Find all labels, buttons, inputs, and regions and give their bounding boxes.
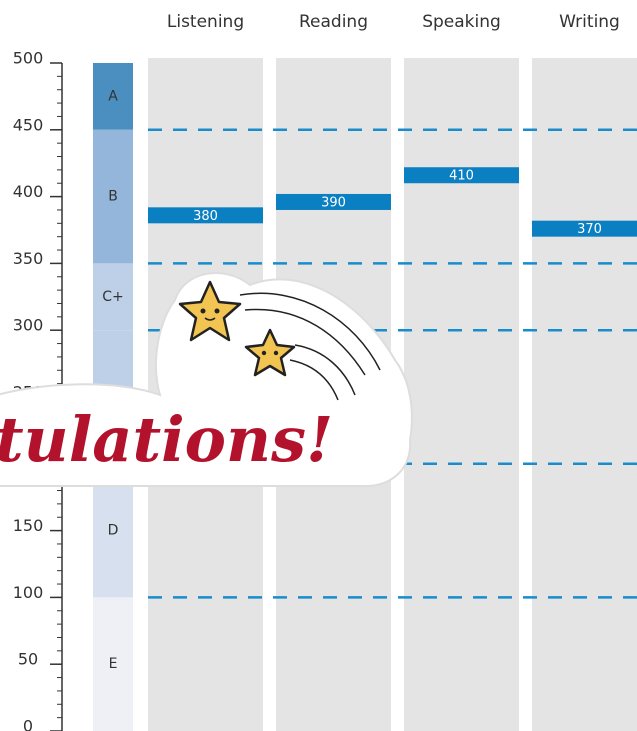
trail: [289, 359, 339, 401]
star: [178, 280, 242, 342]
score-bar: [148, 207, 263, 224]
score-label: 390: [321, 195, 346, 210]
grade-band: [93, 63, 133, 130]
grade-band: [93, 597, 133, 731]
grade-band: [93, 263, 133, 331]
column-header: Listening: [167, 12, 244, 32]
y-tick-label: 300: [13, 316, 44, 335]
y-tick-label: 500: [13, 49, 44, 68]
sticker-backing: [0, 272, 413, 488]
score-bar: [276, 193, 391, 210]
score-label: 370: [577, 222, 602, 237]
column-bg: [532, 58, 637, 731]
column-header: Reading: [299, 12, 368, 32]
y-tick-label: 350: [13, 249, 44, 268]
star-eye: [214, 308, 220, 314]
y-tick-label: 100: [13, 583, 44, 602]
grade-label: E: [109, 656, 118, 672]
grade-label: C+: [102, 289, 124, 305]
grade-label: A: [108, 88, 118, 104]
star-eye: [273, 350, 279, 356]
y-tick-label: 400: [13, 182, 44, 201]
y-tick-label: 450: [13, 115, 44, 134]
star-mouth: [204, 317, 216, 321]
trail: [244, 308, 366, 376]
score-label: 410: [449, 169, 474, 184]
grade-label: D: [108, 523, 119, 539]
star-eye: [200, 308, 206, 314]
score-bar: [404, 167, 519, 184]
star: [244, 328, 296, 377]
column-header: Speaking: [422, 12, 501, 32]
score-label: 380: [193, 209, 218, 224]
trail: [294, 344, 356, 396]
star-eye: [261, 350, 267, 356]
score-bar: [532, 220, 637, 237]
column-bg: [404, 58, 519, 731]
trail: [239, 292, 381, 371]
y-tick-label: 50: [18, 650, 38, 669]
y-tick-label: 150: [13, 516, 44, 535]
y-tick-label: 0: [23, 717, 33, 731]
sticker: tulations!: [0, 272, 413, 488]
sticker-text: tulations!: [0, 403, 333, 476]
grade-band: [93, 129, 133, 264]
grade-label: B: [108, 189, 118, 205]
column-header: Writing: [559, 12, 620, 32]
